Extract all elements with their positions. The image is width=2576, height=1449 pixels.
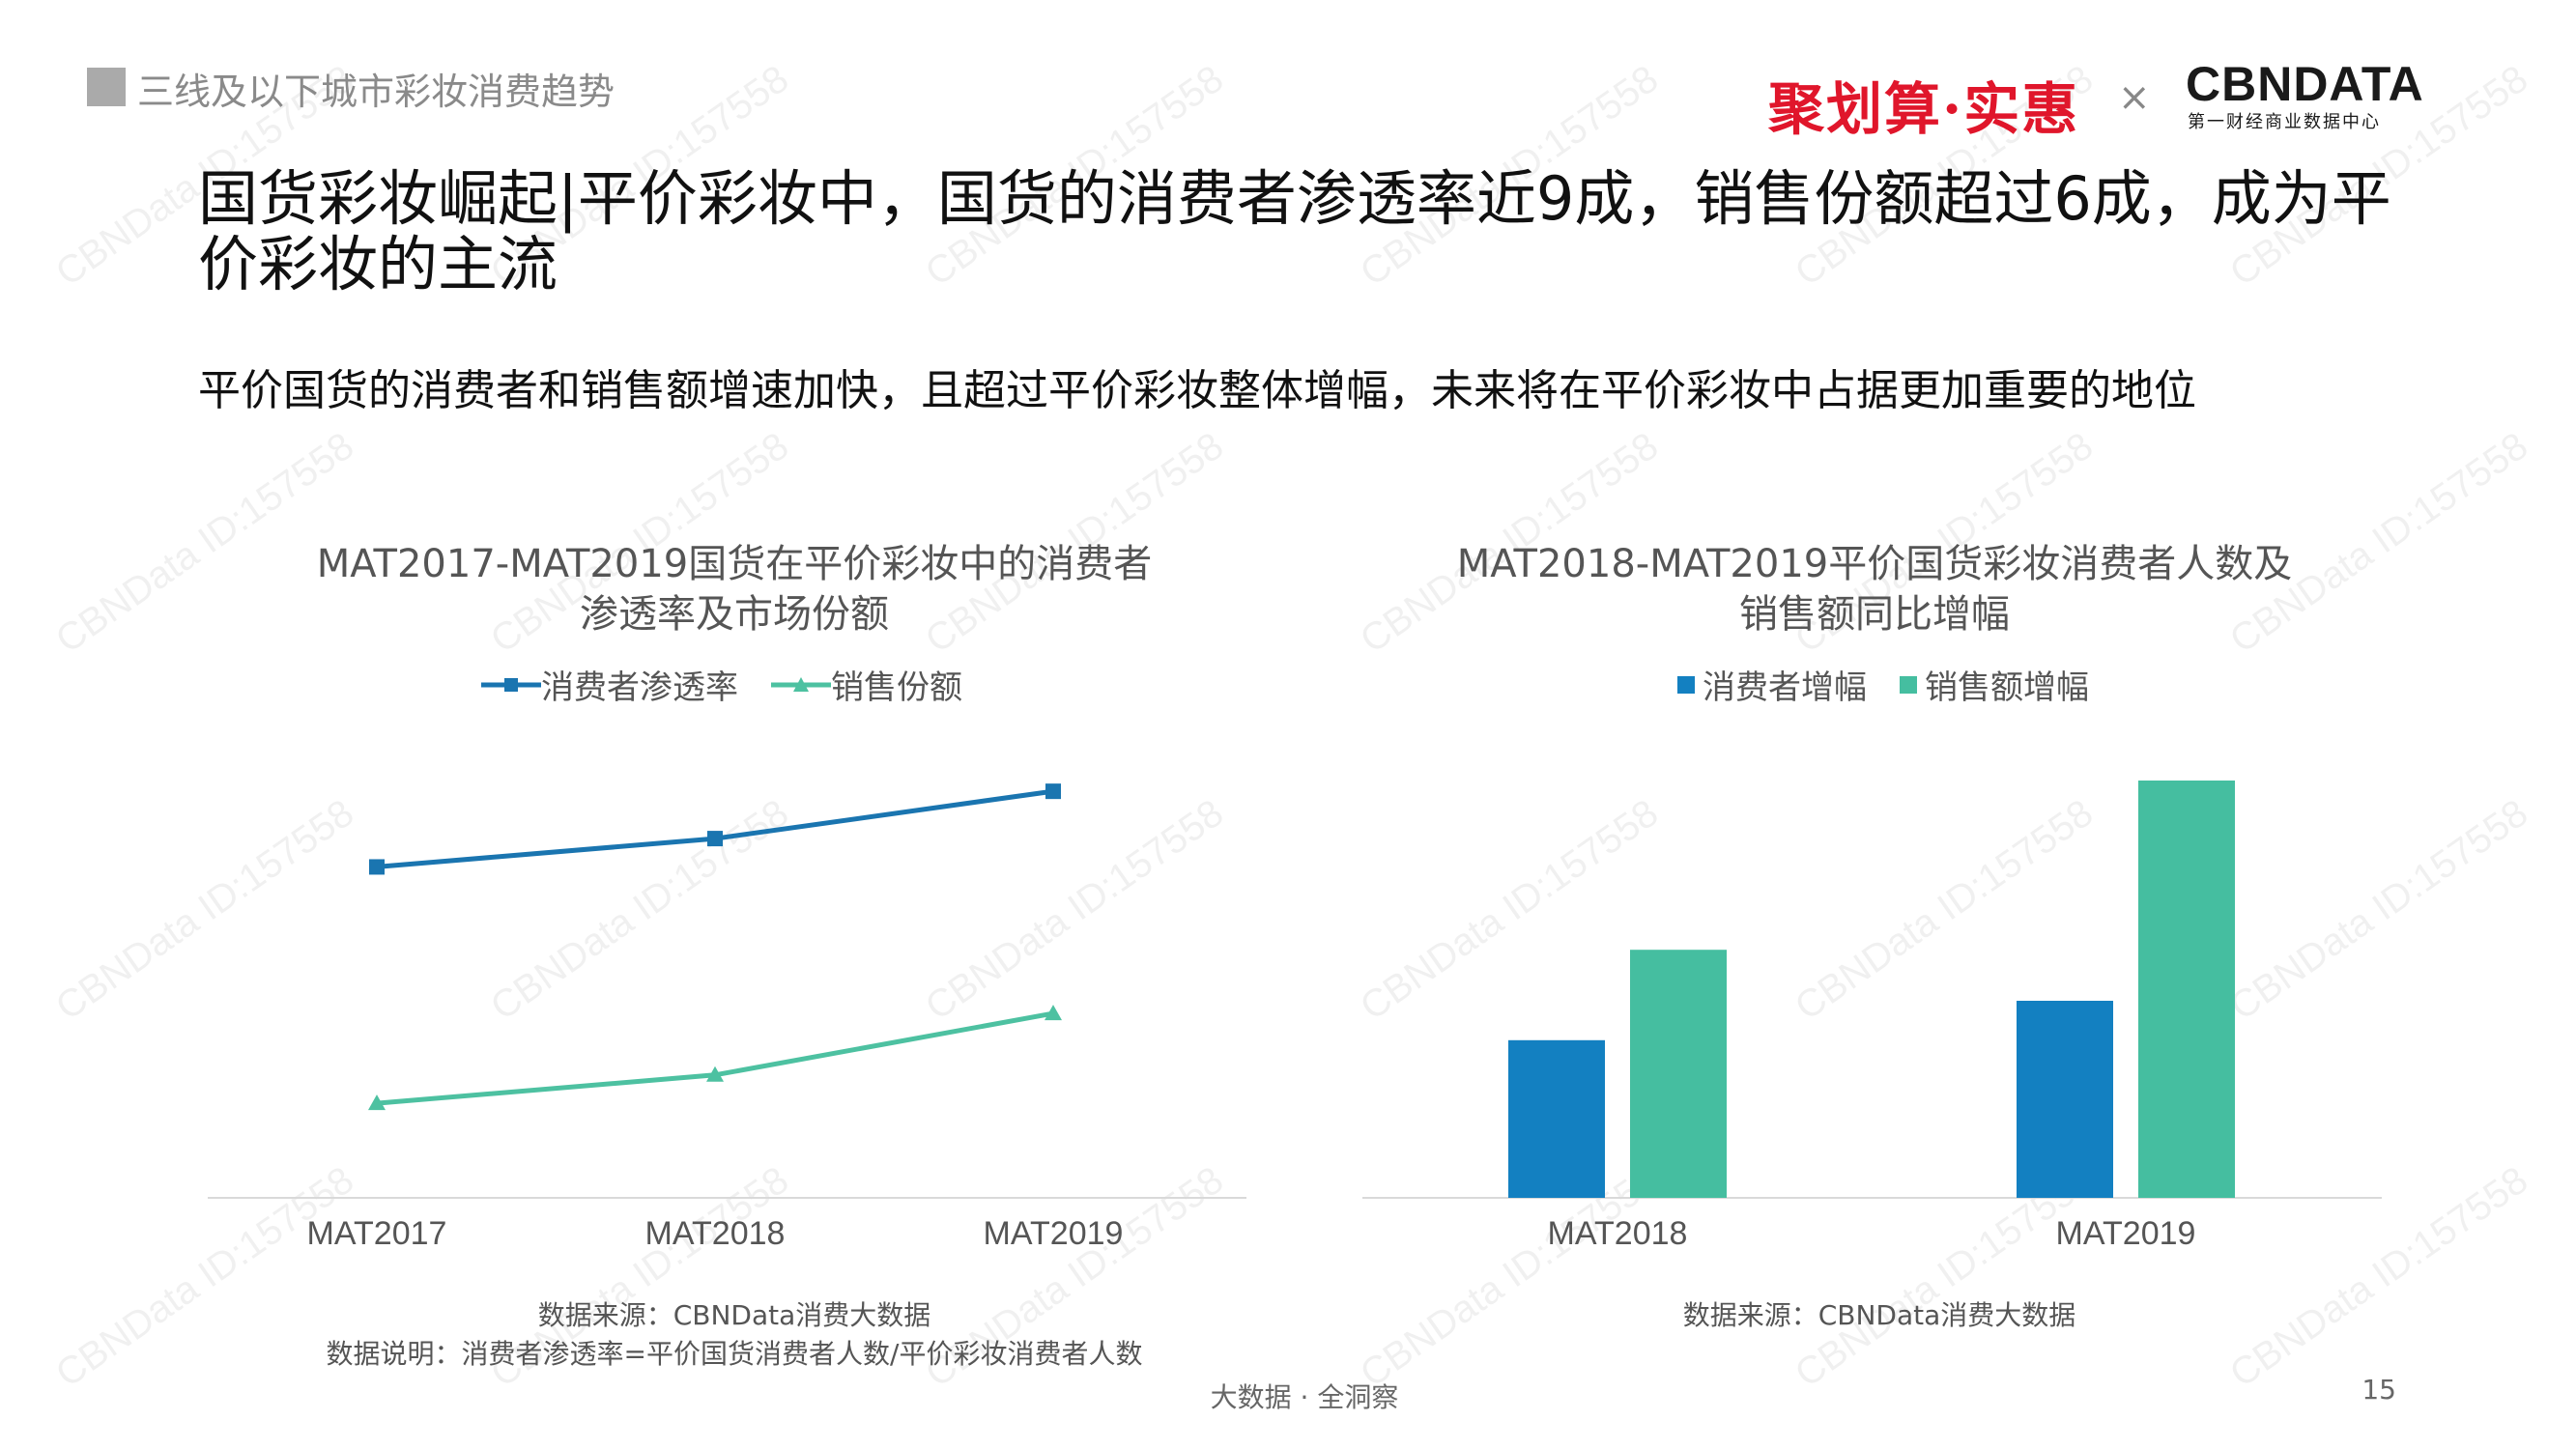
- x-tick-label: MAT2018: [1548, 1215, 1688, 1252]
- page-number: 15: [2361, 1374, 2396, 1406]
- bar: [2017, 1001, 2113, 1198]
- line-chart-note: 数据说明：消费者渗透率=平价国货消费者人数/平价彩妆消费者人数: [326, 1338, 1143, 1370]
- legend-label-sales: 销售额增幅: [1925, 668, 2089, 707]
- series-line-1: [376, 1010, 1054, 1106]
- bar-chart: MAT2018 MAT2019: [1362, 781, 2382, 1252]
- x-tick-label: MAT2019: [2056, 1215, 2196, 1252]
- line-chart-title: MAT2017-MAT2019国货在平价彩妆中的消费者 渗透率及市场份额: [193, 539, 1275, 639]
- juhuasuan-logo: 聚划算·实惠: [1768, 76, 2080, 142]
- legend-swatch-teal: [1900, 675, 1917, 694]
- bar-chart-source: 数据来源：CBNData消费大数据: [1682, 1299, 2076, 1331]
- data-point: [369, 859, 385, 875]
- x-tick-label: MAT2017: [307, 1215, 447, 1252]
- legend-item-consumers: 消费者增幅: [1677, 661, 1867, 708]
- line-chart-title-line2: 渗透率及市场份额: [580, 592, 889, 637]
- page-subtitle: 平价国货的消费者和销售额增速加快，且超过平价彩妆整体增幅，未来将在平价彩妆中占据…: [198, 366, 2196, 415]
- section-label: 三线及以下城市彩妆消费趋势: [137, 71, 615, 113]
- data-point: [368, 1094, 386, 1111]
- legend-item-share: 销售份额: [771, 661, 962, 708]
- legend-label-consumers: 消费者增幅: [1703, 668, 1867, 707]
- legend-label-share: 销售份额: [831, 668, 962, 707]
- bar-chart-title: MAT2018-MAT2019平价国货彩妆消费者人数及 销售额同比增幅: [1343, 539, 2406, 639]
- x-tick-label: MAT2018: [645, 1215, 786, 1252]
- data-point: [1045, 1005, 1062, 1021]
- line-chart-source: 数据来源：CBNData消费大数据: [537, 1299, 931, 1331]
- x-tick-label: MAT2019: [984, 1215, 1124, 1252]
- logo-separator: ×: [2118, 75, 2151, 120]
- data-point: [706, 1065, 724, 1082]
- data-point: [1045, 783, 1061, 800]
- series-line-0: [376, 788, 1054, 869]
- legend-swatch-blue: [1677, 675, 1695, 694]
- line-chart-legend: 消费者渗透率 销售份额: [481, 661, 984, 709]
- line-chart: MAT2017 MAT2018 MAT2019: [208, 783, 1246, 1252]
- legend-line-marker-teal: [771, 676, 831, 692]
- legend-item-penetration: 消费者渗透率: [481, 661, 738, 708]
- legend-label-penetration: 消费者渗透率: [541, 668, 738, 707]
- legend-line-marker-blue: [481, 677, 541, 692]
- cbndata-logo-subtitle: 第一财经商业数据中心: [2188, 112, 2381, 132]
- bar: [1508, 1039, 1605, 1198]
- legend-item-sales: 销售额增幅: [1900, 661, 2089, 708]
- bar-chart-title-line1: MAT2018-MAT2019平价国货彩妆消费者人数及: [1456, 542, 2293, 586]
- section-marker: [87, 68, 126, 106]
- bar-chart-title-line2: 销售额同比增幅: [1739, 592, 2010, 637]
- bar-chart-legend: 消费者增幅 销售额增幅: [1677, 661, 2103, 709]
- data-point: [707, 831, 723, 847]
- page-title: 国货彩妆崛起|平价彩妆中，国货的消费者渗透率近9成，销售份额超过6成，成为平价彩…: [198, 163, 2391, 299]
- cbndata-logo: CBNDATA: [2186, 57, 2424, 111]
- bar: [1630, 950, 1727, 1198]
- bar: [2138, 781, 2235, 1198]
- footer-tagline: 大数据 · 全洞察: [1210, 1381, 1399, 1413]
- line-chart-title-line1: MAT2017-MAT2019国货在平价彩妆中的消费者: [316, 542, 1153, 586]
